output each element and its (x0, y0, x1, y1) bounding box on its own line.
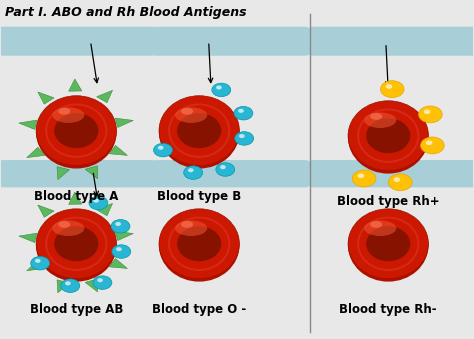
Circle shape (158, 146, 164, 150)
Ellipse shape (36, 209, 117, 279)
Polygon shape (27, 260, 45, 271)
Ellipse shape (177, 113, 221, 148)
Ellipse shape (52, 107, 84, 123)
Circle shape (235, 132, 254, 145)
Ellipse shape (54, 226, 99, 261)
Circle shape (389, 174, 412, 191)
Polygon shape (38, 92, 54, 104)
Circle shape (111, 220, 130, 233)
Ellipse shape (366, 118, 410, 153)
Polygon shape (69, 79, 82, 91)
FancyBboxPatch shape (0, 27, 156, 56)
Ellipse shape (348, 101, 428, 171)
Polygon shape (27, 147, 45, 158)
Circle shape (238, 109, 244, 113)
Polygon shape (19, 233, 37, 243)
Circle shape (234, 106, 253, 120)
Text: Blood type O -: Blood type O - (152, 303, 246, 316)
Polygon shape (97, 90, 112, 103)
Text: Blood type A: Blood type A (34, 190, 118, 203)
Circle shape (184, 166, 202, 179)
FancyBboxPatch shape (309, 27, 474, 56)
Circle shape (93, 276, 112, 290)
Circle shape (93, 199, 99, 203)
Polygon shape (109, 145, 128, 155)
Circle shape (216, 163, 235, 176)
Text: Blood type Rh-: Blood type Rh- (339, 303, 437, 316)
Text: Blood type B: Blood type B (157, 190, 241, 203)
Circle shape (394, 177, 400, 182)
Polygon shape (85, 166, 98, 179)
Ellipse shape (366, 226, 410, 261)
Text: Blood type Rh+: Blood type Rh+ (337, 195, 439, 208)
Ellipse shape (159, 209, 239, 279)
Ellipse shape (159, 210, 239, 282)
FancyBboxPatch shape (309, 160, 474, 187)
Circle shape (116, 247, 122, 251)
Circle shape (61, 279, 80, 293)
Circle shape (239, 134, 245, 138)
Ellipse shape (159, 97, 239, 168)
Polygon shape (38, 205, 54, 217)
Polygon shape (109, 259, 128, 268)
Ellipse shape (177, 226, 221, 261)
Ellipse shape (159, 96, 239, 166)
Circle shape (31, 256, 50, 270)
Circle shape (97, 278, 103, 282)
Circle shape (381, 81, 404, 98)
Ellipse shape (175, 220, 207, 236)
Polygon shape (19, 120, 37, 129)
Circle shape (386, 84, 392, 89)
Ellipse shape (175, 107, 207, 123)
Circle shape (89, 196, 108, 210)
Ellipse shape (36, 210, 117, 282)
Circle shape (216, 85, 222, 89)
Circle shape (35, 259, 41, 263)
Ellipse shape (58, 108, 70, 115)
Polygon shape (115, 118, 133, 127)
Circle shape (212, 83, 231, 97)
Ellipse shape (348, 209, 428, 279)
Polygon shape (115, 231, 133, 241)
Circle shape (112, 245, 131, 258)
Circle shape (220, 165, 226, 169)
Ellipse shape (36, 97, 117, 168)
FancyBboxPatch shape (0, 160, 156, 187)
Polygon shape (85, 279, 98, 292)
Polygon shape (57, 167, 70, 180)
Ellipse shape (348, 210, 428, 282)
Text: Part I. ABO and Rh Blood Antigens: Part I. ABO and Rh Blood Antigens (5, 6, 247, 19)
Circle shape (419, 106, 442, 123)
Circle shape (115, 222, 121, 226)
Circle shape (352, 170, 376, 187)
Circle shape (426, 140, 432, 145)
Ellipse shape (348, 102, 428, 174)
Ellipse shape (364, 113, 396, 128)
Ellipse shape (58, 221, 70, 228)
FancyBboxPatch shape (153, 160, 310, 187)
Ellipse shape (181, 221, 193, 228)
Ellipse shape (181, 108, 193, 115)
Ellipse shape (370, 221, 382, 228)
Circle shape (188, 168, 194, 172)
FancyBboxPatch shape (153, 27, 310, 56)
Polygon shape (97, 203, 112, 216)
Circle shape (154, 143, 173, 157)
Polygon shape (69, 192, 82, 204)
Circle shape (357, 173, 364, 178)
Circle shape (65, 281, 71, 285)
Ellipse shape (370, 113, 382, 120)
Text: Blood type AB: Blood type AB (29, 303, 123, 316)
Ellipse shape (52, 220, 84, 236)
Ellipse shape (364, 220, 396, 236)
Ellipse shape (36, 96, 117, 166)
Circle shape (424, 109, 430, 114)
Circle shape (420, 137, 444, 154)
Ellipse shape (54, 113, 99, 148)
Polygon shape (57, 280, 70, 293)
